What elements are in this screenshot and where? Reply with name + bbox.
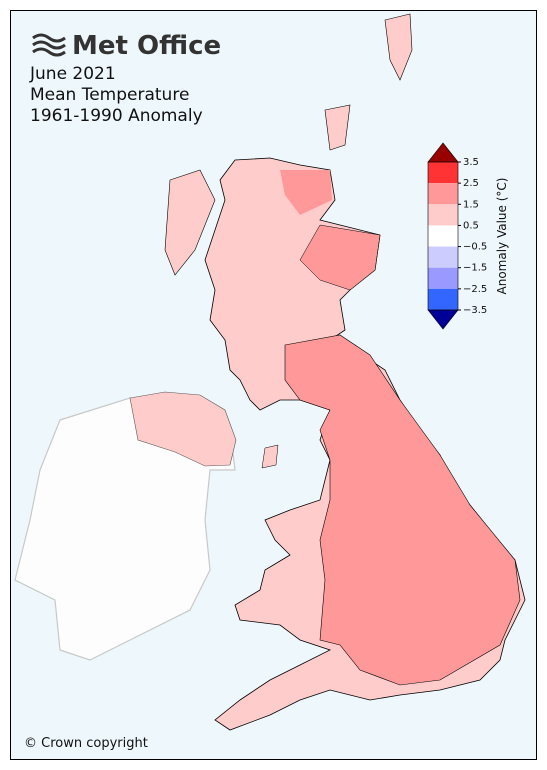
colorbar-outline — [427, 161, 459, 311]
title-line: June 2021 — [29, 64, 116, 84]
colorbar-bin — [428, 288, 458, 310]
title-line: 1961-1990 Anomaly — [30, 106, 203, 126]
colorbar: 3.5 2.5 1.5 0.5 −0.5 −1.5 −2.5 −3.5 — [427, 142, 487, 330]
england-region — [284, 334, 521, 686]
colorbar-tick-label: 3.5 — [463, 157, 479, 168]
colorbar-tick-label: −1.5 — [463, 263, 487, 274]
title-line: Mean Temperature — [30, 85, 189, 105]
colorbar-bin — [428, 225, 458, 247]
colorbar-bin — [428, 183, 458, 205]
colorbar-bin — [428, 162, 458, 184]
logo-text: Met Office — [72, 31, 221, 61]
orkney — [324, 104, 351, 151]
northern-ireland — [129, 391, 237, 467]
colorbar-bin — [428, 267, 458, 289]
colorbar-bin — [428, 204, 458, 226]
colorbar-tick-label: −0.5 — [463, 242, 487, 253]
isle-of-man — [261, 444, 279, 469]
colorbar-tick-label: 2.5 — [463, 178, 479, 189]
scotland-n-region — [280, 170, 332, 215]
scotland-ne-region — [299, 224, 381, 291]
western-isles — [164, 169, 216, 276]
colorbar-tick-label: 1.5 — [463, 199, 479, 210]
colorbar-bin — [428, 246, 458, 268]
colorbar-label: Anomaly Value (°C) — [495, 178, 509, 295]
copyright: © Crown copyright — [24, 736, 148, 751]
logo-icon — [32, 33, 66, 57]
colorbar-tick-label: 0.5 — [463, 220, 479, 231]
colorbar-tick-label: −2.5 — [463, 284, 487, 295]
colorbar-tick-label: −3.5 — [463, 305, 487, 316]
shetland — [384, 13, 413, 81]
